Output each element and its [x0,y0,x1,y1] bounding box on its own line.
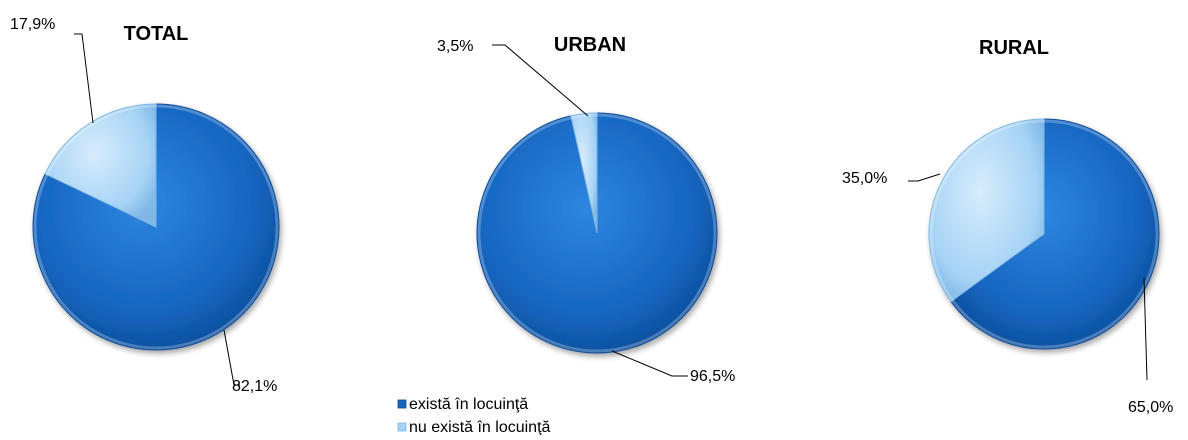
chart-title-urban: URBAN [554,34,626,56]
legend-swatch [397,422,407,432]
leader-line-urban-1 [492,44,589,117]
chart-title-total: TOTAL [124,23,189,45]
leader-line-total-0 [223,329,240,386]
pie-slice-rural-not-exists [928,118,1045,303]
legend-swatch [397,399,407,409]
pie-bevel-total [33,104,279,350]
pie-chart-total: TOTAL 82,1% 17,9% [10,16,280,395]
data-label-total-not-exists: 17,9% [10,16,55,33]
pie-bevel-rural [929,119,1159,349]
pie-slice-total-not-exists [44,103,157,228]
pie-bevel-urban [477,113,717,353]
data-label-rural-not-exists: 35,0% [842,170,887,187]
legend: există în locuinţă nu există în locuinţă [397,396,551,436]
pie-chart-urban: URBAN 96,5% 3,5% [437,34,735,385]
leader-line-rural-0 [1143,277,1148,381]
data-label-total-exists: 82,1% [232,378,277,395]
leader-line-rural-1 [908,173,941,182]
pie-slice-urban-exists [476,112,718,354]
legend-item-not-exists: nu există în locuinţă [397,419,551,436]
chart-title-rural: RURAL [979,37,1049,59]
leader-line-total-1 [74,33,94,124]
legend-label: nu există în locuinţă [409,419,551,435]
pie-chart-rural: RURAL 65,0% 35,0% [842,37,1173,416]
pie-slice-rural-exists [950,118,1160,350]
data-label-urban-not-exists: 3,5% [437,38,473,55]
leader-line-urban-0 [611,350,688,377]
pie-slice-urban-not-exists [570,112,598,234]
legend-item-exists: există în locuinţă [397,396,528,413]
data-label-rural-exists: 65,0% [1128,399,1173,416]
data-label-urban-exists: 96,5% [690,368,735,385]
legend-label: există în locuinţă [409,396,528,413]
